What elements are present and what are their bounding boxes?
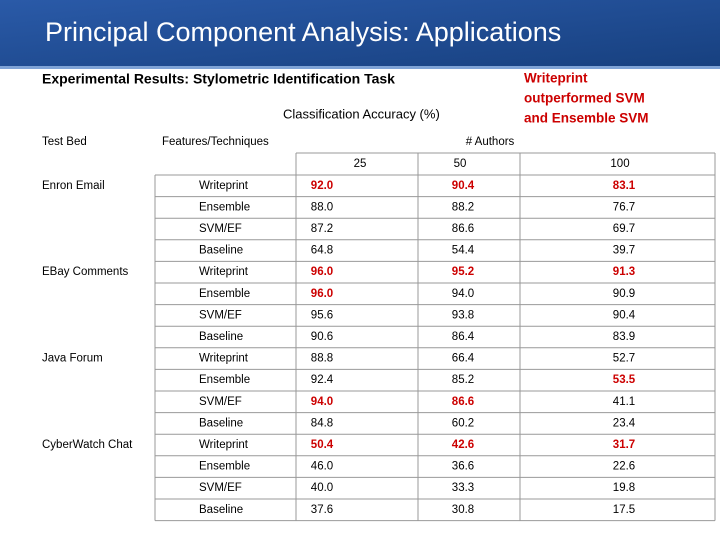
technique: Writeprint: [199, 266, 249, 278]
accuracy-value: 69.7: [613, 223, 635, 235]
test-bed: CyberWatch Chat: [42, 439, 133, 451]
test-bed: Enron Email: [42, 180, 105, 192]
accuracy-value: 90.9: [613, 288, 635, 300]
accuracy-value: 95.6: [311, 309, 333, 321]
accuracy-value: 96.0: [311, 288, 333, 300]
accuracy-value: 86.6: [452, 396, 474, 408]
accuracy-value: 64.8: [311, 245, 333, 257]
accuracy-value: 95.2: [452, 266, 474, 278]
callout: Writeprint: [524, 71, 588, 86]
technique: SVM/EF: [199, 223, 242, 235]
accuracy-value: 96.0: [311, 266, 333, 278]
title-rule: [0, 66, 720, 69]
accuracy-value: 54.4: [452, 245, 475, 257]
technique: Ensemble: [199, 201, 250, 213]
technique: SVM/EF: [199, 396, 242, 408]
technique: Baseline: [199, 331, 243, 343]
technique: Baseline: [199, 504, 243, 516]
technique: Writeprint: [199, 180, 249, 192]
technique: Baseline: [199, 417, 243, 429]
accuracy-value: 23.4: [613, 417, 636, 429]
author-count: 25: [354, 158, 367, 170]
accuracy-value: 92.4: [311, 374, 334, 386]
accuracy-value: 17.5: [613, 504, 635, 516]
accuracy-value: 37.6: [311, 504, 333, 516]
accuracy-value: 52.7: [613, 353, 635, 365]
subtitle: Experimental Results: Stylometric Identi…: [42, 71, 395, 87]
accuracy-value: 76.7: [613, 201, 635, 213]
test-bed: Java Forum: [42, 353, 103, 365]
technique: SVM/EF: [199, 309, 242, 321]
accuracy-value: 33.3: [452, 482, 474, 494]
accuracy-value: 86.4: [452, 331, 475, 343]
accuracy-value: 92.0: [311, 180, 333, 192]
accuracy-value: 90.6: [311, 331, 333, 343]
table-caption: Classification Accuracy (%): [283, 106, 440, 121]
technique: Baseline: [199, 245, 243, 257]
accuracy-value: 94.0: [311, 396, 333, 408]
accuracy-value: 41.1: [613, 396, 635, 408]
accuracy-value: 90.4: [452, 180, 475, 192]
author-count: 100: [610, 158, 629, 170]
technique: SVM/EF: [199, 482, 242, 494]
accuracy-value: 88.0: [311, 201, 333, 213]
title: Principal Component Analysis: Applicatio…: [45, 17, 561, 47]
accuracy-value: 42.6: [452, 439, 474, 451]
accuracy-value: 46.0: [311, 461, 333, 473]
accuracy-value: 88.2: [452, 201, 474, 213]
callout: and Ensemble SVM: [524, 111, 649, 126]
technique: Ensemble: [199, 374, 250, 386]
accuracy-value: 83.9: [613, 331, 635, 343]
test-bed: EBay Comments: [42, 266, 129, 278]
accuracy-value: 83.1: [613, 180, 636, 192]
accuracy-value: 19.8: [613, 482, 635, 494]
title-bar: [0, 0, 720, 68]
accuracy-value: 36.6: [452, 461, 474, 473]
accuracy-value: 85.2: [452, 374, 474, 386]
accuracy-value: 66.4: [452, 353, 475, 365]
accuracy-value: 90.4: [613, 309, 636, 321]
accuracy-value: 84.8: [311, 417, 333, 429]
technique: Writeprint: [199, 353, 249, 365]
accuracy-value: 86.6: [452, 223, 474, 235]
accuracy-value: 94.0: [452, 288, 474, 300]
accuracy-value: 91.3: [613, 266, 635, 278]
accuracy-value: 88.8: [311, 353, 333, 365]
accuracy-value: 39.7: [613, 245, 635, 257]
accuracy-value: 87.2: [311, 223, 333, 235]
accuracy-value: 93.8: [452, 309, 474, 321]
callout: outperformed SVM: [524, 91, 645, 106]
accuracy-value: 31.7: [613, 439, 635, 451]
column-header: # Authors: [466, 136, 515, 148]
accuracy-value: 30.8: [452, 504, 474, 516]
accuracy-value: 40.0: [311, 482, 333, 494]
accuracy-value: 60.2: [452, 417, 474, 429]
accuracy-value: 22.6: [613, 461, 635, 473]
technique: Writeprint: [199, 439, 249, 451]
author-count: 50: [454, 158, 467, 170]
accuracy-value: 50.4: [311, 439, 334, 451]
accuracy-value: 53.5: [613, 374, 636, 386]
technique: Ensemble: [199, 288, 250, 300]
technique: Ensemble: [199, 461, 250, 473]
column-header: Test Bed: [42, 136, 87, 148]
column-header: Features/Techniques: [162, 136, 269, 148]
